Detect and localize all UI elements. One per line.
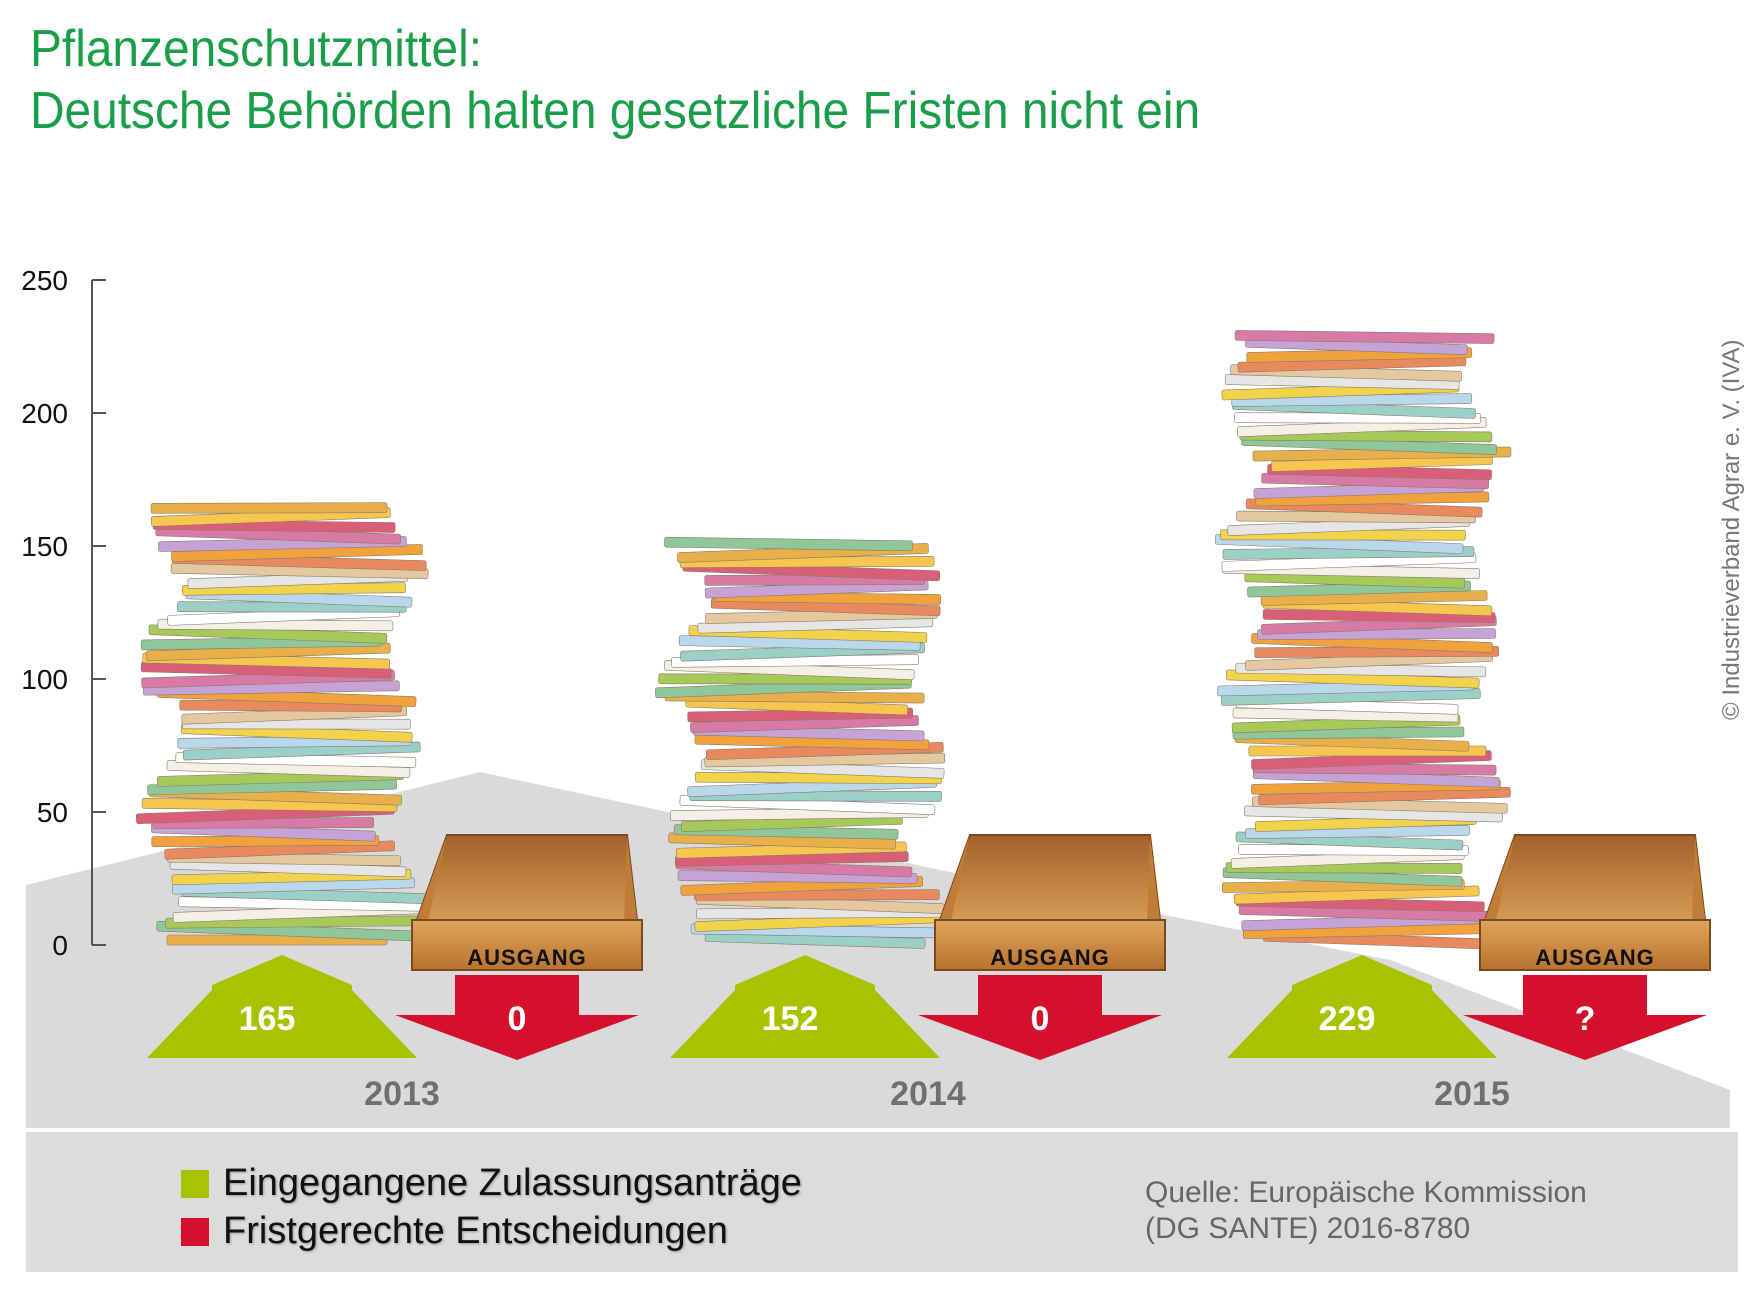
paper-stack-2014 [655,536,950,949]
y-tick-label: 250 [21,265,68,296]
tray-inside [1483,834,1707,921]
decision-arrow-shape [1463,975,1707,1060]
output-tray-2015: AUSGANG [1479,834,1711,971]
tray-right-wall [624,835,637,925]
received-arrow-2014: 152 [670,955,940,1058]
y-tick-label: 200 [21,398,68,429]
tray-label: AUSGANG [1535,945,1654,970]
legend-item-received: Eingegangene Zulassungsanträge [181,1162,802,1205]
tray-label: AUSGANG [467,945,586,970]
decision-arrow-shape [395,975,639,1060]
received-arrow-shape [670,955,940,1058]
legend-panel: Eingegangene Zulassungsanträge Fristgere… [26,1132,1738,1272]
value-arrows: 165 152 229 0 0? [147,955,1707,1060]
tray-front [934,919,1166,971]
tray-right-wall [1692,835,1705,925]
tray-left-wall [417,835,447,925]
paper-stack-2013 [135,502,429,946]
paper-stacks [135,330,1512,950]
paper-sheet [664,536,913,552]
received-arrow-2013: 165 [147,955,417,1058]
source-line-1: Quelle: Europäische Kommission [1145,1176,1587,1209]
source-note: Quelle: Europäische Kommission (DG SANTE… [1145,1175,1587,1247]
paper-sheet [1234,330,1495,344]
x-tick-label: 2015 [1434,1075,1510,1113]
decision-arrow-2015: ? [1463,975,1707,1060]
tray-left-wall [1485,835,1515,925]
decision-value-label: 0 [508,1000,527,1038]
received-arrow-shape [1227,955,1497,1058]
paper-stack-2015 [1214,330,1512,950]
tray-label: AUSGANG [990,945,1109,970]
y-tick-label: 150 [21,531,68,562]
received-value-label: 152 [762,1000,819,1038]
received-arrow-shape [147,955,417,1058]
source-line-2: (DG SANTE) 2016-8780 [1145,1212,1471,1245]
y-axis: 250 200 150 100 50 0 [21,265,106,961]
title-line-2: Deutsche Behörden halten gesetzliche Fri… [30,82,1201,140]
decision-value-label: ? [1575,1000,1596,1038]
tray-inside [415,834,639,921]
legend-swatch-received [181,1169,209,1198]
x-tick-label: 2014 [890,1075,966,1113]
received-value-label: 229 [1319,1000,1376,1038]
output-tray-2014: AUSGANG [934,834,1166,971]
paper-sheet [150,502,388,514]
legend-label-received: Eingegangene Zulassungsanträge [223,1162,802,1204]
decision-value-label: 0 [1031,1000,1050,1038]
tray-inside [938,834,1162,921]
title-line-1: Pflanzenschutzmittel: [30,20,483,78]
tray-front [411,919,643,971]
y-tick-label: 100 [21,664,68,695]
tray-right-wall [1147,835,1160,925]
chart-area: 250 200 150 100 50 0 AUSGANG AUSGANG AUSGANG 16… [21,265,1730,1128]
copyright-note: © Industrieverband Agrar e. V. (IVA) [1718,339,1745,720]
output-trays: AUSGANG AUSGANG AUSGANG [411,834,1711,971]
tray-left-wall [940,835,970,925]
legend-label-decisions: Fristgerechte Entscheidungen [223,1210,728,1252]
decision-arrow-shape [918,975,1162,1060]
legend-item-decisions: Fristgerechte Entscheidungen [181,1210,728,1253]
received-value-label: 165 [239,1000,296,1038]
decision-arrow-2014: 0 [918,975,1162,1060]
tray-front [1479,919,1711,971]
decision-arrow-2013: 0 [395,975,639,1060]
x-tick-label: 2013 [364,1075,440,1113]
output-tray-2013: AUSGANG [411,834,643,971]
y-tick-label: 50 [37,797,68,828]
chart-title: Pflanzenschutzmittel: Deutsche Behörden … [30,18,1200,142]
received-arrow-2015: 229 [1227,955,1497,1058]
y-tick-label: 0 [52,930,68,961]
x-axis-labels: 2013 2014 2015 [364,1075,1510,1113]
legend-swatch-decisions [181,1217,209,1246]
